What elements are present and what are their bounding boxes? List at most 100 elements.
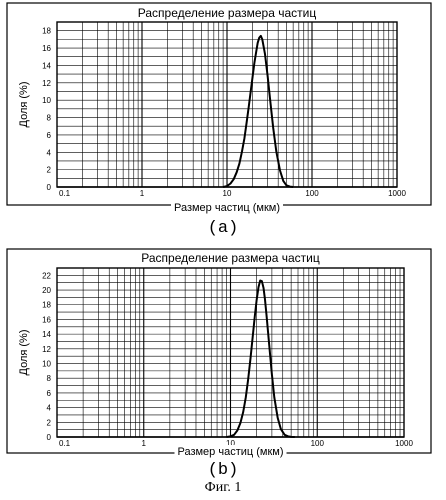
chart-2-data-point xyxy=(252,337,254,339)
chart-1-data-point xyxy=(255,51,257,54)
chart-2-y-tick-label: 6 xyxy=(47,389,52,398)
chart-1-title: Распределение размера частиц xyxy=(138,6,317,20)
chart-1-x-axis-label-bg xyxy=(170,201,284,215)
chart-1-data-point xyxy=(226,185,228,187)
chart-1-data-point xyxy=(236,171,238,173)
chart-1-data-point xyxy=(260,35,262,37)
chart-1-data-point xyxy=(275,150,277,152)
chart-2-data-point xyxy=(247,378,249,380)
chart-2-y-tick-label: 16 xyxy=(42,315,51,324)
chart-2-x-axis-label: Размер частиц (мкм) xyxy=(177,446,283,458)
chart-2-y-axis-label: Доля (%) xyxy=(18,330,30,376)
chart-1-y-tick-label: 14 xyxy=(42,61,51,70)
chart-1-data-point xyxy=(241,150,243,152)
chart-2-y-tick-label: 18 xyxy=(42,301,51,310)
chart-2-data-point xyxy=(268,345,270,347)
chart-2-x-tick-label: 100 xyxy=(311,439,325,448)
chart-2-x-tick-label: 10 xyxy=(226,439,235,448)
chart-1-y-tick-label: 10 xyxy=(42,96,51,105)
chart-1-data-point xyxy=(243,137,245,139)
chart-1-data-point xyxy=(289,186,291,188)
chart-2-data-point xyxy=(277,417,279,419)
chart-1-series-1-line xyxy=(222,34,294,188)
chart-2-data-point xyxy=(287,435,289,437)
chart-1-y-tick-label: 12 xyxy=(42,79,51,88)
chart-1-data-point xyxy=(264,53,266,55)
chart-1-x-tick-label: 0.1 xyxy=(59,189,71,198)
chart-1-x-axis-label: Размер частиц (мкм) xyxy=(174,202,280,214)
chart-2-x-axis-label-bg xyxy=(174,445,287,459)
chart-1-data-point xyxy=(252,76,254,78)
chart-2-data-point xyxy=(257,286,260,288)
chart-2-data-point xyxy=(262,287,265,289)
chart-2-data-point xyxy=(290,436,292,438)
chart-1-x-tick-label: 100 xyxy=(305,189,319,198)
chart-1-y-tick-label: 18 xyxy=(42,27,51,36)
chart-2-data-point xyxy=(233,434,235,436)
chart-2-data-point xyxy=(225,436,228,438)
chart-2-data-point xyxy=(245,396,247,398)
chart-1-data-point xyxy=(267,75,269,77)
chart-1-data-point xyxy=(238,163,240,165)
chart-2-y-tick-label: 2 xyxy=(47,418,52,427)
chart-2-y-tick-label: 10 xyxy=(42,360,51,369)
chart-2-title: Распределение размера частиц xyxy=(141,251,320,265)
chart-1-data-point xyxy=(229,182,232,185)
chart-1-y-tick-label: 8 xyxy=(47,114,52,123)
chart-1-data-point xyxy=(279,169,281,172)
chart-1-x-tick-label: 1000 xyxy=(388,189,406,198)
chart-2-y-tick-label: 0 xyxy=(47,433,52,442)
chart-2-x-tick-label: 0.1 xyxy=(59,439,71,448)
chart-2-y-tick-label: 4 xyxy=(47,404,52,413)
chart-2-data-point xyxy=(259,279,261,282)
chart-2-y-tick-label: 20 xyxy=(42,286,51,295)
chart-1-data-point xyxy=(257,42,259,44)
chart-2-data-point xyxy=(256,299,258,301)
chart-1-data-point xyxy=(272,127,274,129)
chart-2-data-point xyxy=(239,422,241,424)
chart-2-data-point xyxy=(254,316,256,318)
chart-1-y-tick-label: 4 xyxy=(47,148,52,157)
chart-2-y-tick-label: 12 xyxy=(42,345,51,354)
chart-1-x-tick-label: 1 xyxy=(140,189,145,198)
chart-1-panel-label: (a) xyxy=(208,219,239,238)
chart-1-y-tick-label: 6 xyxy=(47,131,52,140)
chart-2-data-point xyxy=(273,396,275,398)
chart-2-y-tick-label: 22 xyxy=(42,271,51,280)
chart-2-panel-label: (b) xyxy=(208,461,239,480)
chart-1-y-tick-label: 2 xyxy=(47,166,52,175)
chart-1-data-point xyxy=(246,122,248,124)
chart-2-data-point xyxy=(271,373,273,376)
chart-1-data-point xyxy=(233,178,235,180)
chart-2-y-tick-label: 8 xyxy=(47,374,52,383)
chart-1-data-point xyxy=(258,37,260,39)
chart-1-y-axis-label: Доля (%) xyxy=(18,82,30,128)
chart-2-data-point xyxy=(280,428,282,430)
chart-1-data-point xyxy=(285,184,287,186)
chart-2-data-point xyxy=(284,434,286,436)
chart-2-data-point xyxy=(249,357,252,359)
chart-1-data-point xyxy=(292,186,294,188)
chart-1-data-point xyxy=(248,106,250,108)
chart-2-data-point xyxy=(236,429,238,431)
chart-2-data-point xyxy=(264,299,266,301)
chart-2-x-tick-label: 1 xyxy=(142,439,147,448)
chart-2-x-tick-label: 1000 xyxy=(395,439,413,448)
chart-2-series-1-line xyxy=(226,279,295,438)
chart-1-data-point xyxy=(253,62,255,64)
chart-2-y-tick-label: 14 xyxy=(42,330,51,339)
chart-1-data-point xyxy=(222,186,224,188)
chart-2-data-point xyxy=(229,435,232,437)
chart-1-data-point xyxy=(282,180,284,182)
chart-1-data-point xyxy=(269,97,271,99)
chart-1-data-point xyxy=(250,90,252,93)
chart-2-data-point xyxy=(261,280,263,282)
chart-1-data-point xyxy=(261,38,263,41)
chart-1-y-tick-label: 0 xyxy=(47,183,52,192)
chart-2-data-point xyxy=(294,436,296,438)
figure-caption: Фиг. 1 xyxy=(204,480,242,495)
chart-1-y-tick-label: 16 xyxy=(42,44,51,53)
chart-2-data-point xyxy=(242,411,244,413)
chart-1-x-tick-label: 10 xyxy=(223,189,232,198)
